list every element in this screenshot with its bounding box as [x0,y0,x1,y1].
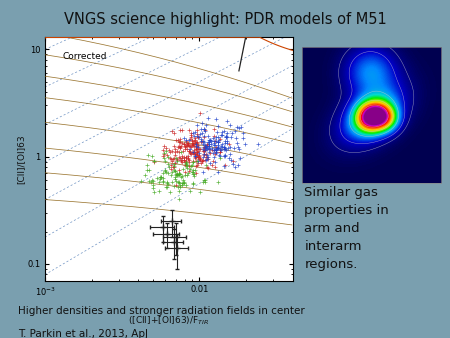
Text: Corrected: Corrected [62,52,107,61]
Text: T. Parkin et al., 2013, ApJ: T. Parkin et al., 2013, ApJ [18,329,148,338]
Text: VNGS science highlight: PDR models of M51: VNGS science highlight: PDR models of M5… [63,12,387,27]
Text: Higher densities and stronger radiation fields in center: Higher densities and stronger radiation … [18,306,305,316]
Text: ([CII]+[OI]63)/F$_{TIR}$: ([CII]+[OI]63)/F$_{TIR}$ [128,314,209,327]
Text: Similar gas
properties in
arm and
interarm
regions.: Similar gas properties in arm and intera… [304,186,389,271]
Y-axis label: [CII]/[OI]63: [CII]/[OI]63 [17,134,26,184]
